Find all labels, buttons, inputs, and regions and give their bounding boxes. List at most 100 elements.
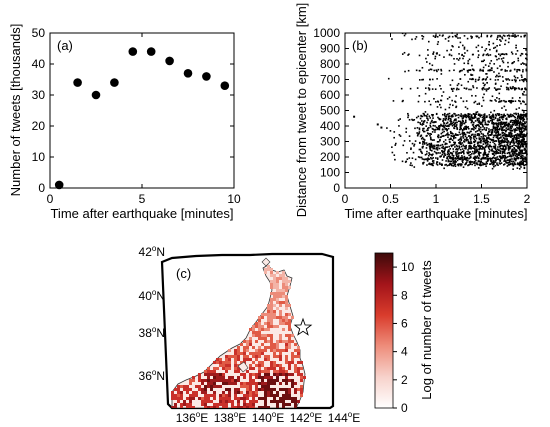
b-data-point — [483, 163, 486, 166]
b-data-point — [441, 153, 444, 156]
b-data-point — [427, 87, 430, 89]
b-data-point — [520, 113, 522, 116]
b-data-point — [505, 53, 507, 55]
b-data-point — [394, 144, 397, 146]
b-data-point — [443, 156, 445, 158]
b-data-point — [435, 126, 438, 129]
b-data-point — [461, 129, 464, 132]
b-data-point — [467, 126, 470, 128]
map-heat-cell — [267, 319, 270, 322]
b-data-point — [507, 78, 509, 80]
map-heat-cell — [225, 364, 228, 367]
b-data-point — [439, 144, 442, 147]
b-data-point — [466, 136, 468, 139]
b-data-point — [521, 131, 523, 133]
map-heat-cell — [180, 406, 183, 408]
b-data-point — [521, 92, 524, 95]
b-data-point — [524, 125, 527, 128]
b-data-point — [472, 117, 475, 119]
b-data-point — [470, 145, 472, 148]
b-data-point — [451, 90, 454, 92]
map-heat-cell — [252, 328, 255, 331]
b-data-point — [422, 120, 425, 123]
b-data-point — [525, 134, 527, 136]
b-data-point — [461, 69, 463, 72]
b-data-point — [485, 135, 487, 137]
b-data-point — [513, 150, 516, 153]
b-data-point — [494, 147, 497, 149]
map-heat-cell — [279, 397, 282, 400]
map-heat-cell — [279, 367, 282, 370]
map-heat-cell — [201, 391, 204, 394]
b-data-point — [449, 117, 452, 120]
b-data-point — [499, 163, 501, 165]
map-heat-cell — [258, 346, 261, 349]
b-data-point — [516, 139, 518, 142]
b-data-point — [447, 125, 449, 128]
b-data-point — [470, 78, 473, 81]
b-data-point — [486, 127, 488, 129]
panel-a-xlabel: Time after earthquake [minutes] — [50, 206, 233, 221]
b-data-point — [482, 138, 484, 140]
b-data-point — [447, 118, 450, 121]
b-data-point — [474, 164, 476, 167]
b-data-point — [459, 125, 462, 127]
b-data-point — [408, 119, 411, 121]
b-data-point — [497, 138, 500, 141]
map-heat-cell — [240, 382, 243, 385]
b-data-point — [474, 159, 477, 162]
map-heat-cell — [231, 406, 234, 408]
b-data-point — [462, 166, 465, 168]
b-data-point — [466, 69, 469, 72]
map-heat-cell — [261, 382, 264, 385]
b-data-point — [511, 97, 514, 99]
b-data-point — [425, 125, 427, 127]
b-data-point — [465, 139, 467, 142]
map-heat-cell — [255, 352, 258, 355]
map-heat-cell — [282, 271, 285, 274]
b-data-point — [496, 113, 499, 115]
map-heat-cell — [258, 397, 261, 400]
map-heat-cell — [300, 391, 303, 394]
map-heat-cell — [258, 367, 261, 370]
b-data-point — [450, 164, 453, 167]
b-data-point — [426, 160, 429, 162]
b-data-point — [428, 88, 431, 90]
b-data-point — [426, 61, 428, 63]
b-data-point — [459, 133, 461, 136]
b-data-point — [510, 125, 513, 127]
colorbar-tick-label: 4 — [401, 345, 408, 359]
b-data-point — [507, 115, 510, 118]
b-data-point — [518, 115, 520, 118]
b-data-point — [468, 154, 470, 157]
b-data-point — [525, 146, 527, 148]
map-heat-cell — [207, 373, 210, 376]
b-data-point — [457, 114, 460, 116]
b-data-point — [432, 147, 434, 150]
b-data-point — [523, 149, 525, 151]
b-data-point — [489, 78, 492, 81]
b-data-point — [505, 156, 508, 159]
b-data-point — [505, 161, 507, 163]
colorbar-tick-label: 2 — [401, 373, 408, 387]
map-heat-cell — [210, 382, 213, 385]
b-data-point — [470, 142, 473, 145]
b-data-point — [506, 159, 509, 162]
map-heat-cell — [294, 400, 297, 403]
b-data-point — [461, 151, 464, 153]
b-data-point — [514, 34, 516, 36]
map-heat-cell — [273, 295, 276, 298]
map-heat-cell — [282, 328, 285, 331]
b-data-point — [515, 150, 517, 153]
b-data-point — [470, 73, 472, 76]
b-data-point — [510, 127, 513, 130]
b-data-point — [494, 117, 497, 120]
b-data-point — [479, 163, 481, 166]
map-heat-cell — [255, 376, 258, 379]
island — [261, 257, 271, 267]
map-heat-cell — [276, 370, 279, 373]
map-heat-cell — [282, 403, 285, 406]
map-heat-cell — [213, 382, 216, 385]
b-data-point — [411, 157, 414, 160]
b-data-point — [467, 164, 469, 167]
